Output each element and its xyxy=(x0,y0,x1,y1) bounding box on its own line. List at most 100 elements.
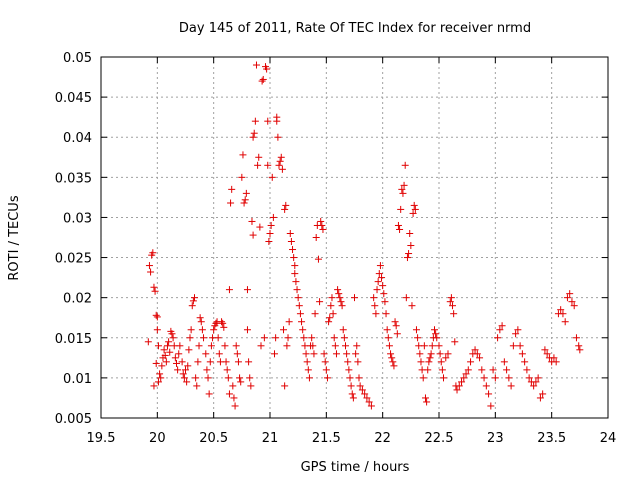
data-point xyxy=(198,326,206,334)
data-point xyxy=(400,181,408,189)
data-point xyxy=(224,374,232,382)
data-point xyxy=(539,390,547,398)
data-point xyxy=(570,302,578,310)
data-point xyxy=(269,213,277,221)
data-point xyxy=(559,310,567,318)
data-point xyxy=(525,374,533,382)
plot-frame xyxy=(100,56,609,419)
data-point xyxy=(326,314,334,322)
data-point xyxy=(387,350,395,358)
y-tick-label: 0.01 xyxy=(63,372,92,387)
data-point xyxy=(206,358,214,366)
data-point xyxy=(337,298,345,306)
data-point xyxy=(561,318,569,326)
data-point xyxy=(398,185,406,193)
data-point xyxy=(243,326,251,334)
data-point xyxy=(451,338,459,346)
data-point xyxy=(552,358,560,366)
data-point xyxy=(338,302,346,310)
data-point xyxy=(408,302,416,310)
data-point xyxy=(543,350,551,358)
data-point xyxy=(536,394,544,402)
data-point xyxy=(329,310,337,318)
data-point xyxy=(303,358,311,366)
data-point xyxy=(372,310,380,318)
data-point xyxy=(300,334,308,342)
data-point xyxy=(272,334,280,342)
data-point xyxy=(296,310,304,318)
data-point xyxy=(286,229,294,237)
data-point xyxy=(399,189,407,197)
data-point xyxy=(282,201,290,209)
data-point xyxy=(250,129,258,137)
data-point xyxy=(225,390,233,398)
data-point xyxy=(283,342,291,350)
data-point xyxy=(248,217,256,225)
data-point xyxy=(263,65,271,73)
data-point xyxy=(335,290,343,298)
data-point xyxy=(196,314,204,322)
y-tick-label: 0.02 xyxy=(63,292,92,307)
data-point xyxy=(385,342,393,350)
data-point xyxy=(207,342,215,350)
data-point xyxy=(222,358,230,366)
data-point xyxy=(229,382,237,390)
data-point xyxy=(473,350,481,358)
data-point xyxy=(336,294,344,302)
data-point xyxy=(195,342,203,350)
data-point xyxy=(293,286,301,294)
data-point xyxy=(245,358,253,366)
data-point xyxy=(251,117,259,125)
y-tick-label: 0.04 xyxy=(63,131,92,146)
tick-layer: 19.5 20 20.5 21 21.5 22 22.5 23 23.5 24 0.005 0.01 0… xyxy=(55,51,616,446)
data-point xyxy=(274,133,282,141)
data-point xyxy=(402,294,410,302)
data-point xyxy=(312,234,320,241)
data-point xyxy=(347,382,355,390)
data-point xyxy=(460,374,468,382)
x-tick-label: 22.5 xyxy=(425,431,454,446)
data-point xyxy=(264,161,272,169)
data-point xyxy=(321,358,329,366)
data-point xyxy=(292,278,300,286)
data-point xyxy=(361,390,369,398)
data-point xyxy=(188,302,196,310)
data-point xyxy=(428,342,436,350)
data-point xyxy=(289,246,297,254)
data-point xyxy=(507,382,515,390)
data-point xyxy=(203,366,211,374)
data-point xyxy=(308,334,316,342)
chart-title: Day 145 of 2011, Rate Of TEC Index for r… xyxy=(179,21,531,36)
data-point xyxy=(358,386,366,394)
data-point xyxy=(210,326,218,334)
data-point xyxy=(389,358,397,366)
data-point xyxy=(202,350,210,358)
data-point xyxy=(171,354,179,362)
data-point xyxy=(302,350,310,358)
y-tick-label: 0.045 xyxy=(55,91,92,106)
data-point xyxy=(174,366,182,374)
data-point xyxy=(172,359,180,367)
data-point xyxy=(316,298,324,306)
data-point xyxy=(521,358,529,366)
data-point xyxy=(383,326,391,334)
data-point xyxy=(403,254,411,262)
data-point xyxy=(215,350,223,358)
data-point xyxy=(388,354,396,362)
data-point xyxy=(255,153,263,161)
data-point xyxy=(489,366,497,374)
data-point xyxy=(233,350,241,358)
data-point xyxy=(305,374,313,382)
data-point xyxy=(182,366,189,374)
data-point xyxy=(453,386,461,394)
data-point xyxy=(518,350,526,358)
data-point xyxy=(284,334,292,342)
data-point xyxy=(256,223,264,231)
data-point xyxy=(396,225,404,233)
data-point xyxy=(487,402,495,410)
data-point xyxy=(563,294,571,302)
data-point xyxy=(158,362,166,370)
data-point xyxy=(152,311,160,319)
data-point xyxy=(259,75,267,83)
data-point xyxy=(462,370,470,378)
